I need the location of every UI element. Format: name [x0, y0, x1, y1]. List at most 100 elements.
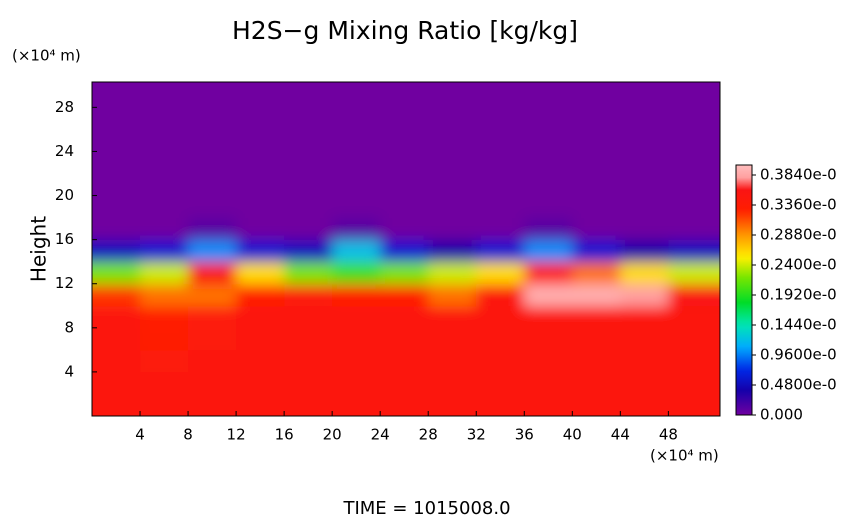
colorbar-label: 0.4800e-0: [760, 376, 837, 394]
cell: [140, 283, 189, 307]
cell: [92, 107, 141, 130]
cell: [140, 305, 189, 329]
cell: [284, 349, 333, 373]
cell: [332, 349, 381, 373]
cell: [620, 173, 669, 197]
cell: [236, 129, 285, 152]
cell: [476, 217, 525, 241]
cell: [188, 327, 237, 351]
cell: [620, 371, 669, 395]
cell: [380, 239, 429, 263]
cell: [284, 151, 333, 174]
cell: [236, 327, 285, 351]
cell: [92, 173, 141, 197]
cell: [236, 239, 285, 263]
cell: [524, 151, 573, 174]
cell: [236, 283, 285, 307]
cell: [476, 151, 525, 174]
cell: [620, 239, 669, 263]
x-tick-label: 24: [371, 426, 390, 444]
cell: [284, 239, 333, 263]
cell: [668, 349, 720, 373]
cell: [332, 261, 381, 285]
cell: [92, 239, 141, 263]
cell: [476, 239, 525, 263]
cell: [428, 151, 477, 174]
cell: [476, 107, 525, 130]
cell: [620, 283, 669, 307]
cell: [620, 349, 669, 373]
y-tick-label: 20: [55, 186, 74, 204]
cell: [236, 349, 285, 373]
cell: [668, 371, 720, 395]
cell: [284, 195, 333, 219]
y-tick-label: 28: [55, 98, 74, 116]
cell: [668, 129, 720, 152]
cell: [188, 261, 237, 285]
x-tick-label: 8: [183, 426, 193, 444]
cell: [284, 261, 333, 285]
cell: [428, 129, 477, 152]
cell: [524, 195, 573, 219]
cell: [284, 173, 333, 197]
cell: [572, 349, 621, 373]
cell: [332, 283, 381, 307]
cell: [188, 393, 237, 416]
cell: [428, 195, 477, 219]
cells: [92, 82, 720, 416]
cell: [236, 371, 285, 395]
cell: [380, 107, 429, 130]
cell: [140, 82, 189, 108]
y-tick-label: 4: [64, 362, 74, 380]
cell: [524, 371, 573, 395]
cell: [236, 261, 285, 285]
cell: [140, 217, 189, 241]
cell: [380, 283, 429, 307]
cell: [284, 82, 333, 108]
cell: [284, 327, 333, 351]
cell: [524, 173, 573, 197]
cell: [332, 327, 381, 351]
y-tick-label: 16: [55, 230, 74, 248]
cell: [92, 151, 141, 174]
cell: [668, 283, 720, 307]
cell: [188, 305, 237, 329]
cell: [92, 195, 141, 219]
cell: [188, 239, 237, 263]
cell: [284, 305, 333, 329]
cell: [476, 393, 525, 416]
cell: [284, 371, 333, 395]
cell: [524, 327, 573, 351]
cell: [668, 305, 720, 329]
cell: [620, 129, 669, 152]
cell: [572, 173, 621, 197]
cell: [188, 82, 237, 108]
cell: [620, 327, 669, 351]
x-tick-label: 28: [419, 426, 438, 444]
cell: [92, 283, 141, 307]
cell: [524, 129, 573, 152]
plot-frame: [91, 81, 721, 417]
chart-title: H2S−g Mixing Ratio [kg/kg]: [232, 16, 578, 45]
cell: [188, 371, 237, 395]
cell: [572, 217, 621, 241]
cell: [332, 107, 381, 130]
cell: [428, 82, 477, 108]
colorbar-label: 0.000: [760, 406, 803, 424]
cell: [428, 283, 477, 307]
cell: [92, 371, 141, 395]
cell: [188, 107, 237, 130]
cell: [92, 349, 141, 373]
colorbar-label: 0.1440e-0: [760, 316, 837, 334]
cell: [668, 151, 720, 174]
cell: [572, 239, 621, 263]
cell: [92, 82, 141, 108]
cell: [332, 173, 381, 197]
cell: [428, 239, 477, 263]
cell: [620, 393, 669, 416]
cell: [428, 305, 477, 329]
cell: [572, 305, 621, 329]
cell: [92, 393, 141, 416]
cell: [476, 283, 525, 307]
cell: [380, 82, 429, 108]
